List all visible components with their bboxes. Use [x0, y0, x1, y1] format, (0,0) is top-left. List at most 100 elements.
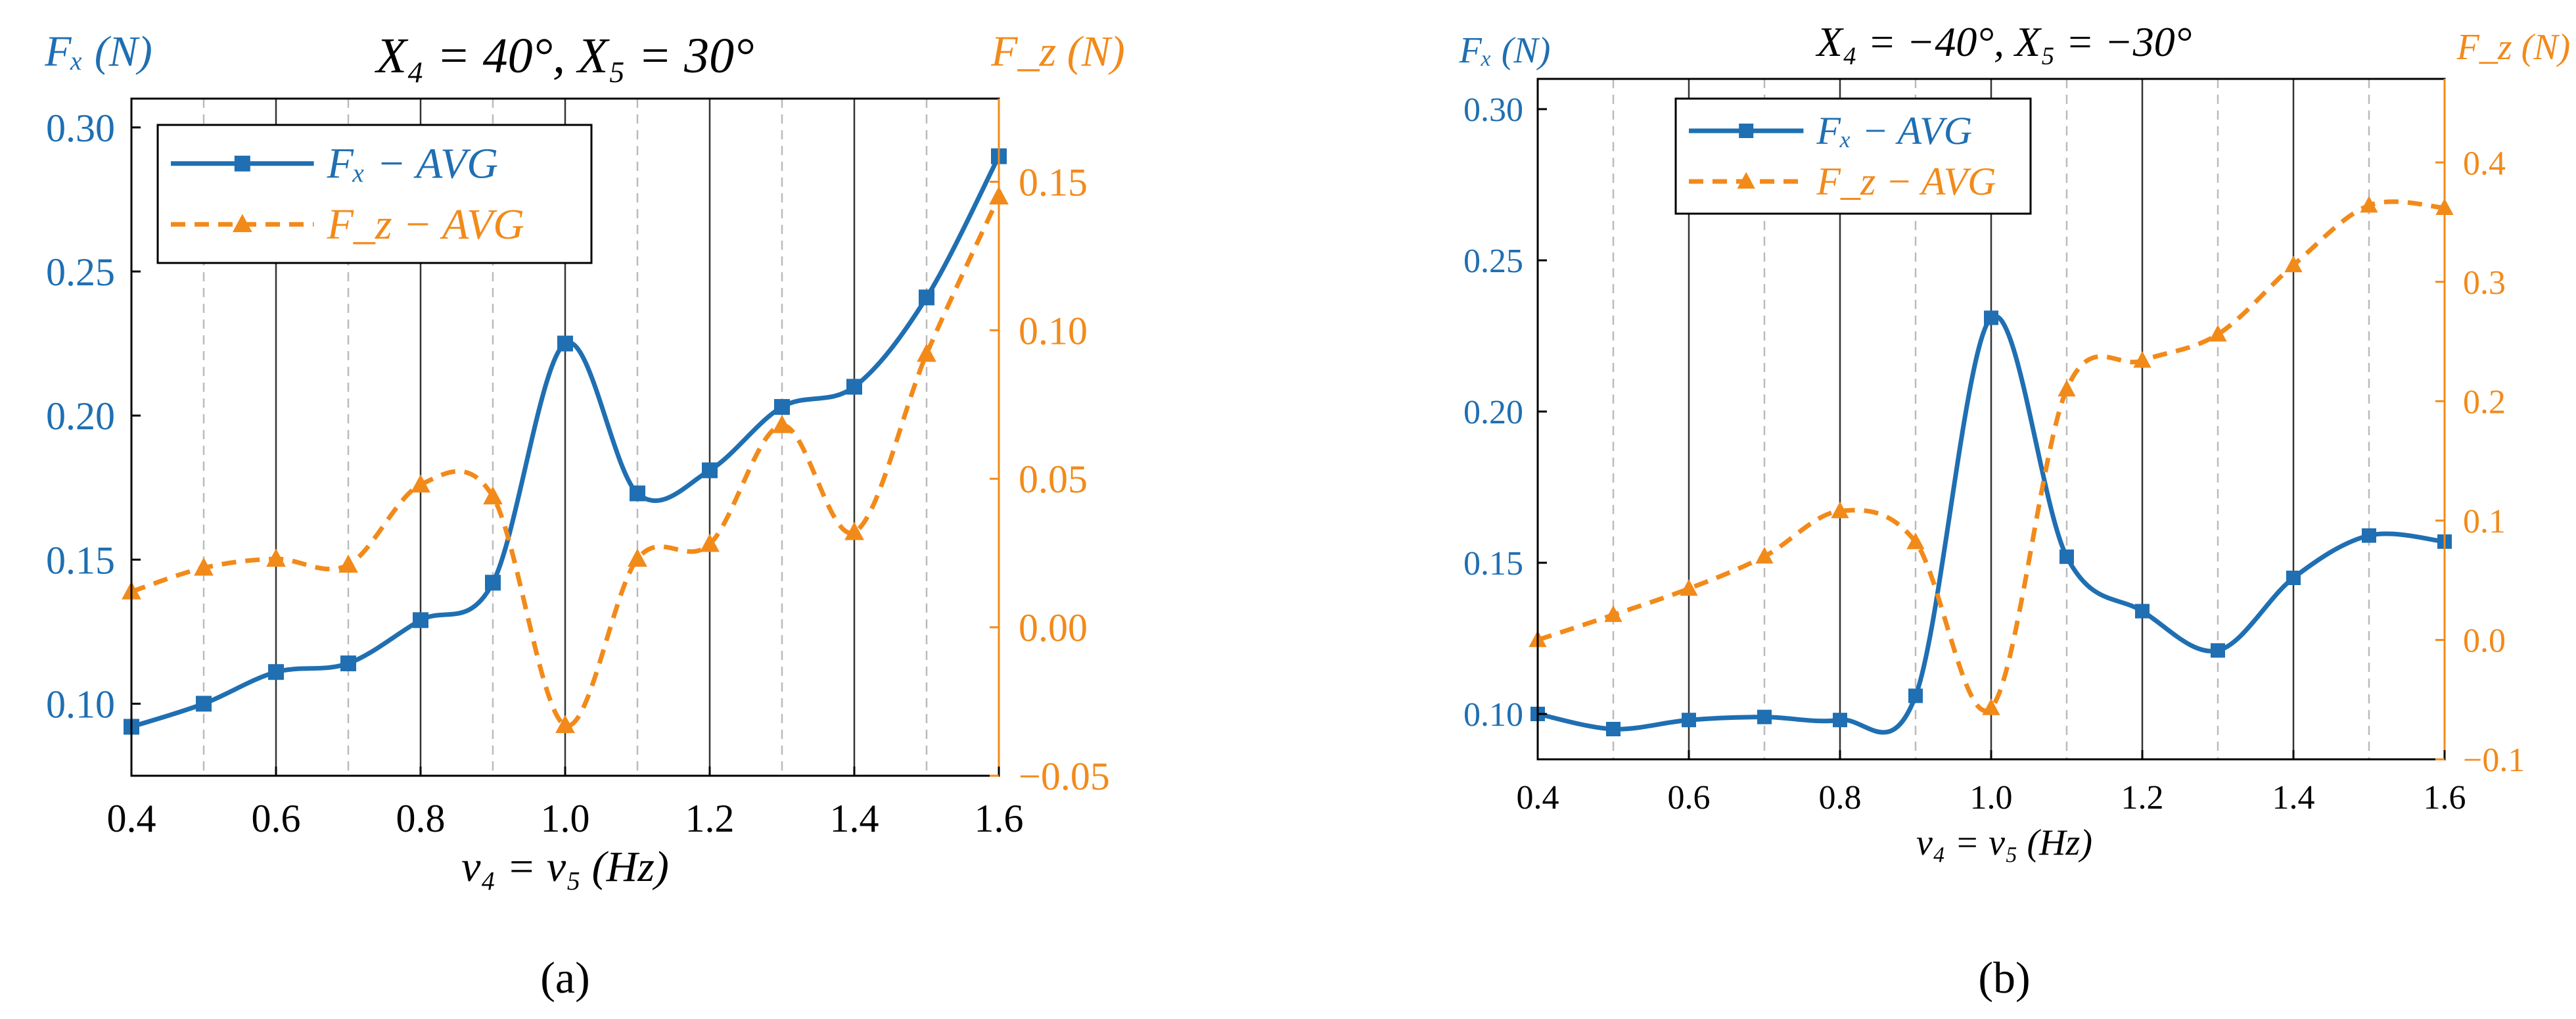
data-point-fx: [1908, 688, 1923, 703]
x-tick-label: 1.2: [685, 797, 735, 840]
y-tick-label-left: 0.25: [46, 250, 115, 294]
legend-box: [156, 124, 593, 264]
data-point-fx: [557, 335, 573, 352]
x-tick-label: 0.4: [1517, 779, 1559, 817]
data-point-fz: [1755, 546, 1774, 564]
data-point-fx: [774, 398, 790, 415]
data-point-fx: [268, 664, 284, 680]
x-tick-label: 1.2: [2121, 779, 2164, 817]
data-point-fz: [2058, 379, 2076, 396]
legend-label: Fₓ − AVG: [327, 140, 498, 188]
panel-label: (b): [1978, 953, 2030, 1003]
y-tick-label-left: 0.20: [1463, 394, 1523, 431]
data-point-fz: [628, 548, 647, 567]
legend-box: [1674, 97, 2032, 215]
y-tick-label-left: 0.10: [1463, 696, 1523, 734]
x-tick-label: 0.8: [1819, 779, 1862, 817]
data-point-fx: [919, 289, 934, 306]
data-point-fz: [844, 521, 864, 540]
data-point-fz: [1831, 501, 1849, 519]
legend-label: F_z − AVG: [327, 201, 524, 249]
data-point-fx: [485, 575, 501, 591]
data-point-fx: [1757, 709, 1772, 724]
data-point-fz: [1604, 605, 1622, 623]
chart-title: X₄ = 40°, X₅ = 30°: [374, 28, 754, 83]
legend-swatch-marker: [232, 214, 252, 233]
data-point-fz: [483, 486, 503, 505]
data-point-fx: [196, 696, 212, 712]
data-point-fz: [2133, 351, 2151, 368]
y-tick-label-right: 0.2: [2463, 383, 2506, 421]
data-point-fx: [1606, 722, 1621, 736]
data-point-fx: [2059, 549, 2074, 564]
y-tick-label-right: 0.0: [2463, 623, 2506, 660]
data-point-fx: [413, 612, 428, 628]
data-point-fz: [772, 415, 792, 433]
data-point-fz: [1906, 533, 1925, 550]
data-point-fz: [2209, 325, 2227, 342]
data-point-fz: [411, 474, 430, 493]
x-tick-label: 1.4: [2272, 779, 2315, 817]
data-point-fx: [1833, 713, 1847, 728]
data-point-fx: [630, 485, 645, 502]
data-point-fx: [1984, 310, 1998, 325]
y-tick-label-left: 0.20: [46, 394, 115, 438]
x-tick-label: 1.0: [1970, 779, 2013, 817]
y-axis-label-left: Fₓ (N): [1459, 30, 1551, 71]
x-tick-label: 1.6: [2424, 779, 2466, 817]
y-axis-label-right: F_z (N): [990, 28, 1124, 76]
data-point-fx: [2211, 643, 2225, 658]
panel-label: (a): [540, 953, 589, 1003]
data-point-fx: [2286, 571, 2301, 585]
data-point-fz: [2284, 255, 2303, 273]
data-point-fx: [2135, 604, 2150, 619]
data-point-fx: [340, 655, 356, 672]
y-tick-label-left: 0.25: [1463, 243, 1523, 280]
chart-title: X₄ = −40°, X₅ = −30°: [1815, 18, 2192, 65]
y-tick-label-right: −0.05: [1019, 755, 1110, 798]
data-point-fz: [266, 548, 286, 567]
y-axis-label-left: Fₓ (N): [44, 28, 152, 76]
data-point-fz: [917, 343, 936, 362]
data-point-fz: [555, 715, 575, 734]
y-tick-label-right: 0.4: [2463, 145, 2506, 182]
legend-swatch-marker: [234, 155, 250, 172]
data-point-fx: [2362, 528, 2376, 543]
series-line-fz: [1536, 199, 2445, 713]
chart-panel-a: 0.4 0.6 0.8 1.0 1.2 1.4 1.6 0.10 0.15 0.20 0.25 0.3…: [44, 28, 1125, 1003]
data-point-fz: [700, 533, 720, 552]
y-tick-label-right: 0.15: [1019, 160, 1088, 204]
data-point-fz: [338, 554, 358, 573]
chart-panel-b: 0.4 0.6 0.8 1.0 1.2 1.4 1.6 0.10 0.15 0.20 0.25 0.3…: [1459, 18, 2571, 1003]
x-tick-label: 1.0: [541, 797, 590, 840]
y-tick-label-right: 0.3: [2463, 264, 2506, 302]
x-axis-label: v₄ = v₅ (Hz): [1916, 822, 2092, 863]
x-tick-label: 0.8: [396, 797, 446, 840]
x-axis-label: v₄ = v₅ (Hz): [461, 843, 669, 891]
y-tick-label-left: 0.15: [1463, 545, 1523, 582]
data-point-fx: [1682, 713, 1696, 728]
legend-label: F_z − AVG: [1816, 160, 1996, 203]
y-tick-label-left: 0.30: [1463, 91, 1523, 129]
data-point-fx: [846, 379, 862, 395]
data-point-fx: [702, 462, 718, 479]
legend-swatch-marker: [1737, 172, 1755, 189]
legend-swatch-marker: [1739, 124, 1754, 138]
y-axis-label-right: F_z (N): [2456, 27, 2571, 68]
y-tick-label-right: 0.05: [1019, 458, 1088, 501]
x-tick-label: 1.4: [830, 797, 879, 840]
x-tick-label: 0.4: [107, 797, 156, 840]
data-point-fz: [1982, 698, 2000, 715]
y-tick-label-right: 0.10: [1019, 309, 1088, 352]
y-tick-label-right: 0.00: [1019, 606, 1088, 650]
x-tick-label: 1.6: [975, 797, 1024, 840]
x-tick-label: 0.6: [1668, 779, 1711, 817]
data-point-fz: [194, 557, 214, 576]
y-tick-label-right: −0.1: [2463, 742, 2525, 779]
y-tick-label-left: 0.15: [46, 538, 115, 582]
legend: Fₓ − AVG F_z − AVG: [1674, 97, 2032, 215]
legend: Fₓ − AVG F_z − AVG: [156, 124, 593, 264]
y-tick-label-left: 0.30: [46, 107, 115, 150]
y-tick-label-left: 0.10: [46, 682, 115, 726]
